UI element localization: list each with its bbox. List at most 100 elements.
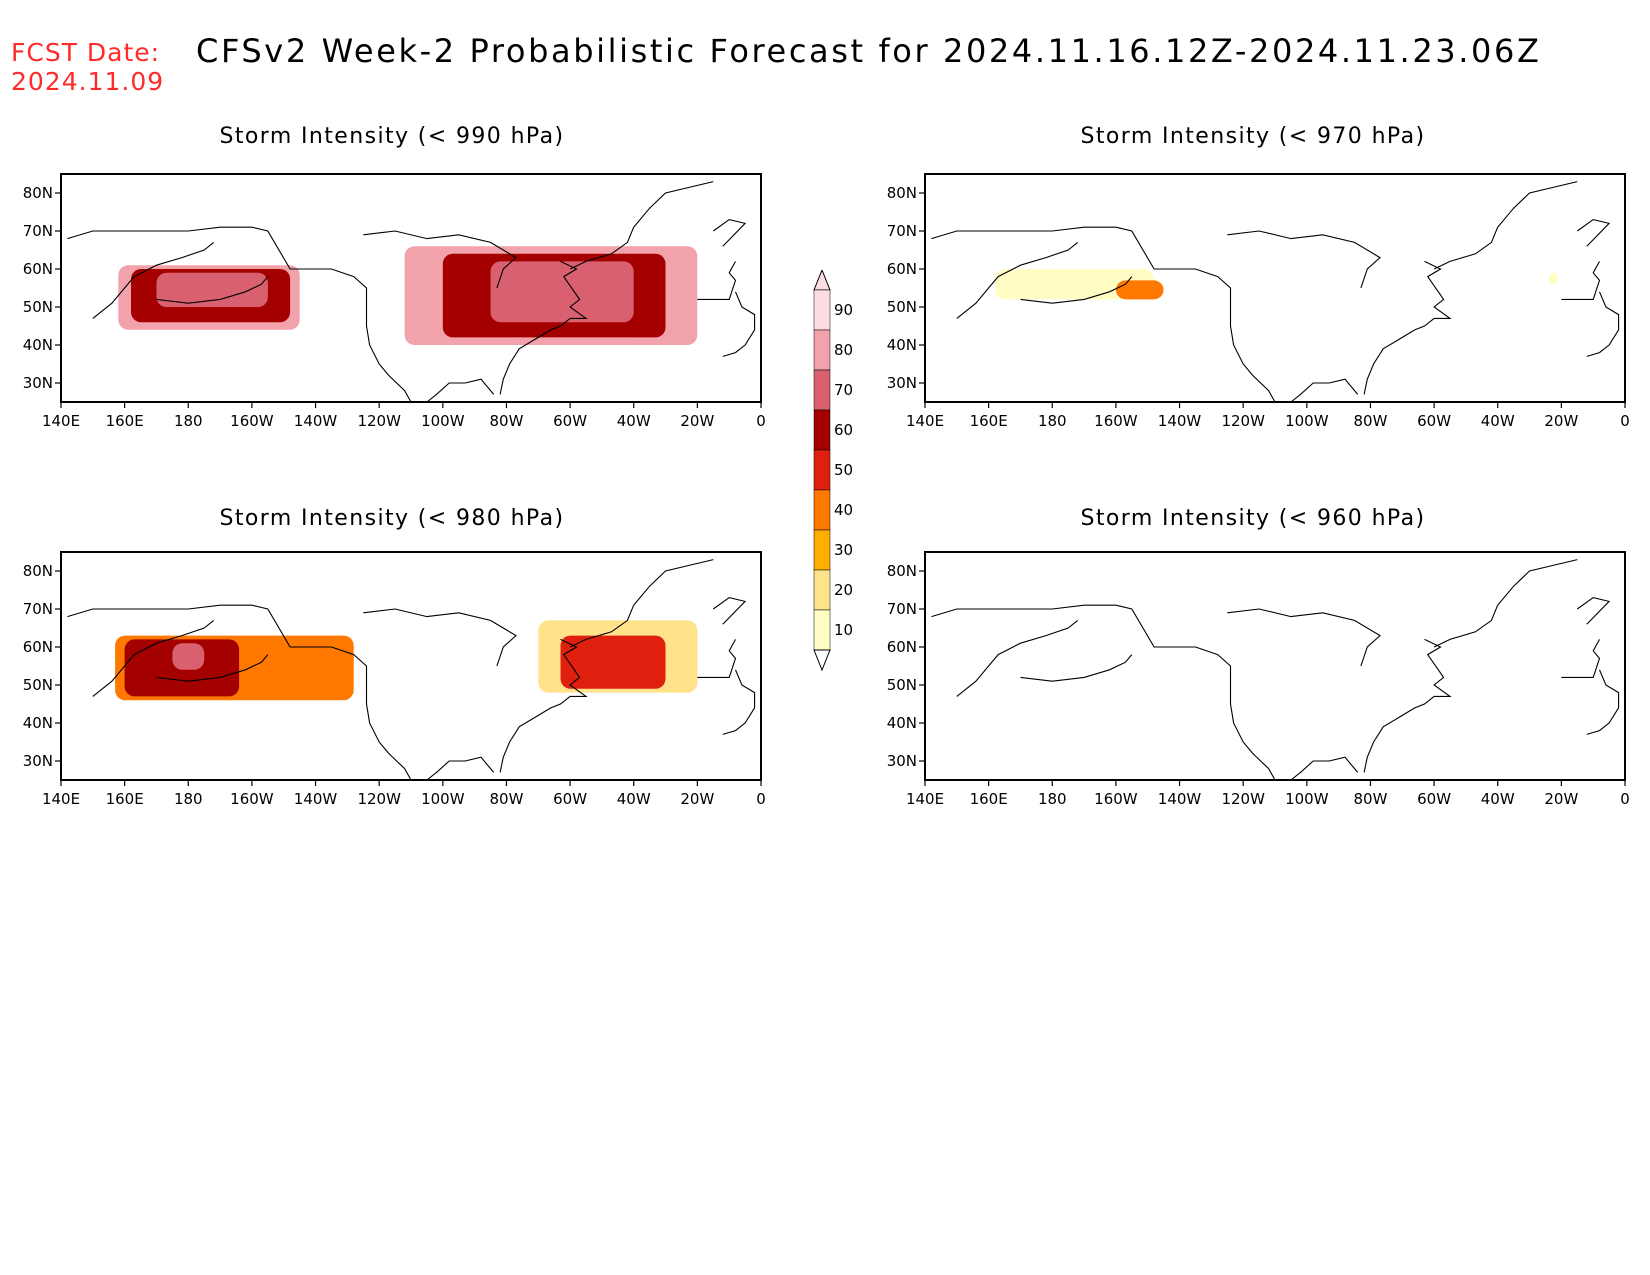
lon-tick-label: 120W: [357, 790, 401, 808]
coastline: [1363, 638, 1452, 773]
lon-tick-label: 140W: [1158, 790, 1202, 808]
coastline: [499, 638, 588, 773]
lon-tick-label: 160E: [106, 412, 144, 430]
colorbar-label: 80: [834, 341, 853, 359]
map-panel-980: 80N 70N 60N 50N 40N 30N 140E 160E 180 160W 140W 120…: [0, 538, 780, 808]
coastline: [67, 226, 252, 240]
colorbar-label: 90: [834, 301, 853, 319]
lat-tick-label: 30N: [887, 752, 917, 770]
colorbar-label: 70: [834, 381, 853, 399]
lon-tick-label: 140W: [294, 790, 338, 808]
lon-tick-label: 60W: [1417, 412, 1451, 430]
lon-tick-label: 80W: [1353, 790, 1387, 808]
lon-tick-label: 160W: [230, 790, 274, 808]
map-panel-990: 80N 70N 60N 50N 40N 30N 140E 160E 180 160W 140W 120…: [0, 160, 780, 430]
lat-tick-label: 50N: [23, 676, 53, 694]
lat-tick-label: 60N: [887, 260, 917, 278]
lat-tick-label: 30N: [23, 374, 53, 392]
panel-title-990: Storm Intensity (< 990 hPa): [219, 124, 565, 149]
lat-tick-label: 50N: [887, 298, 917, 316]
probability-region: [1548, 272, 1559, 285]
colorbar-bottom-triangle: [813, 649, 831, 672]
lat-tick-label: 70N: [887, 222, 917, 240]
coastline: [156, 654, 269, 682]
panel-title-980: Storm Intensity (< 980 hPa): [219, 506, 565, 531]
colorbar-label: 30: [834, 541, 853, 559]
coastline: [1115, 226, 1276, 403]
colorbar-label: 10: [834, 621, 853, 639]
map-svg-p990: 80N 70N 60N 50N 40N 30N 140E 160E 180 160W 140W 120…: [23, 173, 766, 430]
coastline: [1586, 669, 1620, 735]
lon-tick-label: 160W: [1094, 412, 1138, 430]
colorbar-swatch: [813, 369, 831, 411]
lon-tick-label: 140W: [294, 412, 338, 430]
colorbar-label: 50: [834, 461, 853, 479]
coastline: [92, 619, 215, 697]
forecast-date-label: FCST Date:: [11, 38, 161, 67]
map-frame: [924, 173, 1626, 403]
coastline: [499, 260, 588, 395]
lon-tick-label: 120W: [357, 412, 401, 430]
map-frame: [924, 551, 1626, 781]
lon-tick-label: 160W: [1094, 790, 1138, 808]
lon-tick-label: 140E: [906, 790, 944, 808]
coastline: [1576, 597, 1611, 625]
lon-tick-label: 180: [174, 790, 203, 808]
map-frame: [60, 551, 762, 781]
lon-tick-label: 20W: [1544, 412, 1578, 430]
coastline: [931, 604, 1116, 618]
coastline: [697, 639, 737, 678]
coastline: [251, 226, 412, 403]
lat-tick-label: 80N: [887, 562, 917, 580]
colorbar-swatch: [813, 609, 831, 651]
lon-tick-label: 0: [756, 412, 766, 430]
lon-tick-label: 0: [1620, 412, 1630, 430]
lon-tick-label: 20W: [680, 412, 714, 430]
lat-tick-label: 40N: [887, 336, 917, 354]
map-svg-p970: 80N 70N 60N 50N 40N 30N 140E 160E 180 160W 140W 120…: [887, 173, 1630, 430]
coastline: [712, 597, 747, 625]
lat-tick-label: 80N: [887, 184, 917, 202]
lon-tick-label: 160E: [970, 790, 1008, 808]
lon-tick-label: 60W: [1417, 790, 1451, 808]
colorbar-svg: 90 80 70 60 50 40 30 20 10: [813, 268, 853, 672]
lon-tick-label: 160W: [230, 412, 274, 430]
probability-region: [995, 269, 1155, 300]
coastline: [697, 261, 737, 300]
colorbar-label: 40: [834, 501, 853, 519]
lat-tick-label: 70N: [23, 222, 53, 240]
lon-tick-label: 60W: [553, 790, 587, 808]
lon-tick-label: 100W: [1285, 790, 1329, 808]
coastline: [956, 619, 1079, 697]
coastline: [1561, 639, 1601, 678]
colorbar-swatch: [813, 489, 831, 531]
lon-tick-label: 80W: [489, 412, 523, 430]
lon-tick-label: 40W: [617, 790, 651, 808]
forecast-date-value: 2024.11.09: [11, 67, 165, 96]
coastline: [1363, 260, 1452, 395]
lat-tick-label: 60N: [887, 638, 917, 656]
coastline: [67, 604, 252, 618]
coastline: [426, 378, 495, 403]
map-panel-970: 80N 70N 60N 50N 40N 30N 140E 160E 180 160W 140W 120…: [864, 160, 1644, 430]
map-panel-960: 80N 70N 60N 50N 40N 30N 140E 160E 180 160W 140W 120…: [864, 538, 1644, 808]
lon-tick-label: 160E: [970, 412, 1008, 430]
colorbar-swatch: [813, 329, 831, 371]
coastline: [1290, 756, 1359, 781]
coastline: [1227, 608, 1381, 667]
colorbar-swatch: [813, 529, 831, 571]
lon-tick-label: 60W: [553, 412, 587, 430]
lon-tick-label: 20W: [1544, 790, 1578, 808]
lon-tick-label: 40W: [617, 412, 651, 430]
lon-tick-label: 40W: [1481, 790, 1515, 808]
lon-tick-label: 80W: [489, 790, 523, 808]
lon-tick-label: 0: [756, 790, 766, 808]
lon-tick-label: 20W: [680, 790, 714, 808]
probability-region: [156, 272, 268, 307]
coastline: [1586, 291, 1620, 357]
coastline: [1020, 276, 1133, 304]
lat-tick-label: 30N: [23, 752, 53, 770]
map-svg-p960: 80N 70N 60N 50N 40N 30N 140E 160E 180 160W 140W 120…: [887, 551, 1630, 808]
colorbar-label: 20: [834, 581, 853, 599]
lat-tick-label: 60N: [23, 260, 53, 278]
